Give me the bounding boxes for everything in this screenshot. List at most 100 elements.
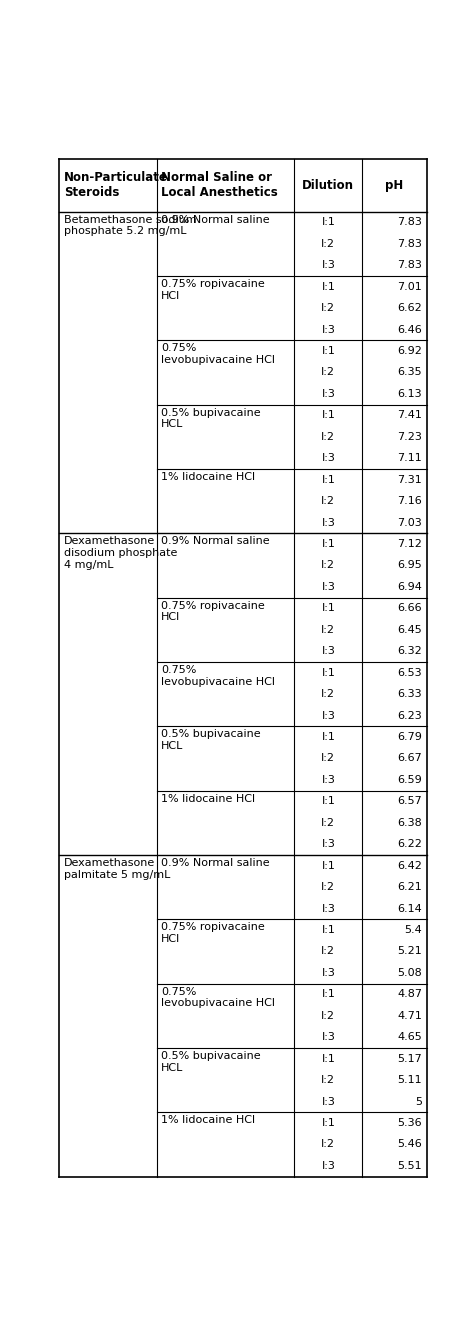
Text: 5.21: 5.21 (397, 947, 422, 956)
Text: I:2: I:2 (321, 882, 335, 892)
Text: 6.46: 6.46 (397, 324, 422, 334)
Text: I:3: I:3 (321, 646, 335, 656)
Text: 0.5% bupivacaine
HCL: 0.5% bupivacaine HCL (161, 730, 261, 751)
Text: I:2: I:2 (321, 1011, 335, 1021)
Text: 6.33: 6.33 (398, 689, 422, 699)
Text: 0.9% Normal saline: 0.9% Normal saline (161, 537, 270, 546)
Text: I:3: I:3 (321, 260, 335, 270)
Text: I:1: I:1 (321, 475, 335, 485)
Text: 6.13: 6.13 (398, 389, 422, 399)
Text: I:1: I:1 (321, 603, 335, 613)
Text: 6.21: 6.21 (397, 882, 422, 892)
Text: I:3: I:3 (321, 517, 335, 527)
Text: Dexamethasone
disodium phosphate
4 mg/mL: Dexamethasone disodium phosphate 4 mg/mL (64, 537, 177, 570)
Text: I:1: I:1 (321, 732, 335, 742)
Text: 7.11: 7.11 (397, 453, 422, 463)
Text: 7.41: 7.41 (397, 410, 422, 420)
Text: I:3: I:3 (321, 582, 335, 592)
Text: I:3: I:3 (321, 389, 335, 399)
Text: I:1: I:1 (321, 989, 335, 999)
Text: 6.95: 6.95 (397, 561, 422, 570)
Text: I:3: I:3 (321, 1161, 335, 1171)
Text: I:2: I:2 (321, 303, 335, 313)
Text: 0.75% ropivacaine
HCl: 0.75% ropivacaine HCl (161, 923, 265, 944)
Text: 0.75%
levobupivacaine HCl: 0.75% levobupivacaine HCl (161, 344, 275, 365)
Text: 6.94: 6.94 (397, 582, 422, 592)
Text: I:2: I:2 (321, 1140, 335, 1149)
Text: 6.67: 6.67 (397, 754, 422, 763)
Text: I:1: I:1 (321, 217, 335, 227)
Text: Dilution: Dilution (302, 178, 355, 192)
Text: 5.11: 5.11 (398, 1075, 422, 1085)
Text: 0.9% Normal saline: 0.9% Normal saline (161, 214, 270, 225)
Text: I:3: I:3 (321, 324, 335, 334)
Text: 1% lidocaine HCl: 1% lidocaine HCl (161, 793, 255, 804)
Text: I:2: I:2 (321, 368, 335, 377)
Text: I:3: I:3 (321, 968, 335, 978)
Text: 6.57: 6.57 (397, 796, 422, 806)
Text: 5.51: 5.51 (398, 1161, 422, 1171)
Text: I:2: I:2 (321, 239, 335, 249)
Text: 7.01: 7.01 (397, 282, 422, 292)
Text: pH: pH (385, 178, 403, 192)
Text: I:3: I:3 (321, 1032, 335, 1042)
Text: I:3: I:3 (321, 710, 335, 720)
Text: I:1: I:1 (321, 346, 335, 356)
Text: 6.42: 6.42 (397, 861, 422, 871)
Text: 6.79: 6.79 (397, 732, 422, 742)
Text: 0.5% bupivacaine
HCL: 0.5% bupivacaine HCL (161, 1051, 261, 1072)
Text: 5: 5 (415, 1096, 422, 1107)
Text: 6.35: 6.35 (398, 368, 422, 377)
Text: I:1: I:1 (321, 796, 335, 806)
Text: I:1: I:1 (321, 1054, 335, 1064)
Text: 6.22: 6.22 (397, 839, 422, 849)
Text: I:1: I:1 (321, 1118, 335, 1128)
Text: I:1: I:1 (321, 282, 335, 292)
Text: Dexamethasone
palmitate 5 mg/mL: Dexamethasone palmitate 5 mg/mL (64, 858, 170, 879)
Text: I:2: I:2 (321, 689, 335, 699)
Text: I:1: I:1 (321, 410, 335, 420)
Text: I:3: I:3 (321, 903, 335, 914)
Text: 7.31: 7.31 (397, 475, 422, 485)
Text: 6.59: 6.59 (397, 775, 422, 785)
Text: 6.53: 6.53 (398, 668, 422, 678)
Text: 6.38: 6.38 (397, 818, 422, 828)
Text: 7.83: 7.83 (397, 217, 422, 227)
Text: 6.92: 6.92 (397, 346, 422, 356)
Text: 1% lidocaine HCl: 1% lidocaine HCl (161, 472, 255, 483)
Text: I:1: I:1 (321, 668, 335, 678)
Text: I:1: I:1 (321, 925, 335, 935)
Text: I:3: I:3 (321, 453, 335, 463)
Text: 6.62: 6.62 (397, 303, 422, 313)
Text: I:3: I:3 (321, 775, 335, 785)
Text: 4.87: 4.87 (397, 989, 422, 999)
Text: I:2: I:2 (321, 754, 335, 763)
Text: 5.46: 5.46 (397, 1140, 422, 1149)
Text: 4.71: 4.71 (397, 1011, 422, 1021)
Text: 0.9% Normal saline: 0.9% Normal saline (161, 858, 270, 869)
Text: I:2: I:2 (321, 432, 335, 442)
Text: 0.5% bupivacaine
HCL: 0.5% bupivacaine HCL (161, 407, 261, 430)
Text: 6.66: 6.66 (398, 603, 422, 613)
Text: I:1: I:1 (321, 539, 335, 549)
Text: 7.83: 7.83 (397, 239, 422, 249)
Text: 6.45: 6.45 (397, 625, 422, 635)
Text: I:3: I:3 (321, 1096, 335, 1107)
Text: 5.36: 5.36 (398, 1118, 422, 1128)
Text: 0.75% ropivacaine
HCl: 0.75% ropivacaine HCl (161, 600, 265, 623)
Text: 0.75%
levobupivacaine HCl: 0.75% levobupivacaine HCl (161, 986, 275, 1009)
Text: 6.32: 6.32 (397, 646, 422, 656)
Text: I:2: I:2 (321, 625, 335, 635)
Text: I:2: I:2 (321, 818, 335, 828)
Text: 7.12: 7.12 (397, 539, 422, 549)
Text: I:2: I:2 (321, 561, 335, 570)
Text: I:2: I:2 (321, 947, 335, 956)
Text: 5.4: 5.4 (404, 925, 422, 935)
Text: 5.08: 5.08 (397, 968, 422, 978)
Text: Non-Particulate
Steroids: Non-Particulate Steroids (64, 171, 168, 200)
Text: 5.17: 5.17 (397, 1054, 422, 1064)
Text: 7.16: 7.16 (397, 496, 422, 506)
Text: I:2: I:2 (321, 496, 335, 506)
Text: I:3: I:3 (321, 839, 335, 849)
Text: 1% lidocaine HCl: 1% lidocaine HCl (161, 1116, 255, 1125)
